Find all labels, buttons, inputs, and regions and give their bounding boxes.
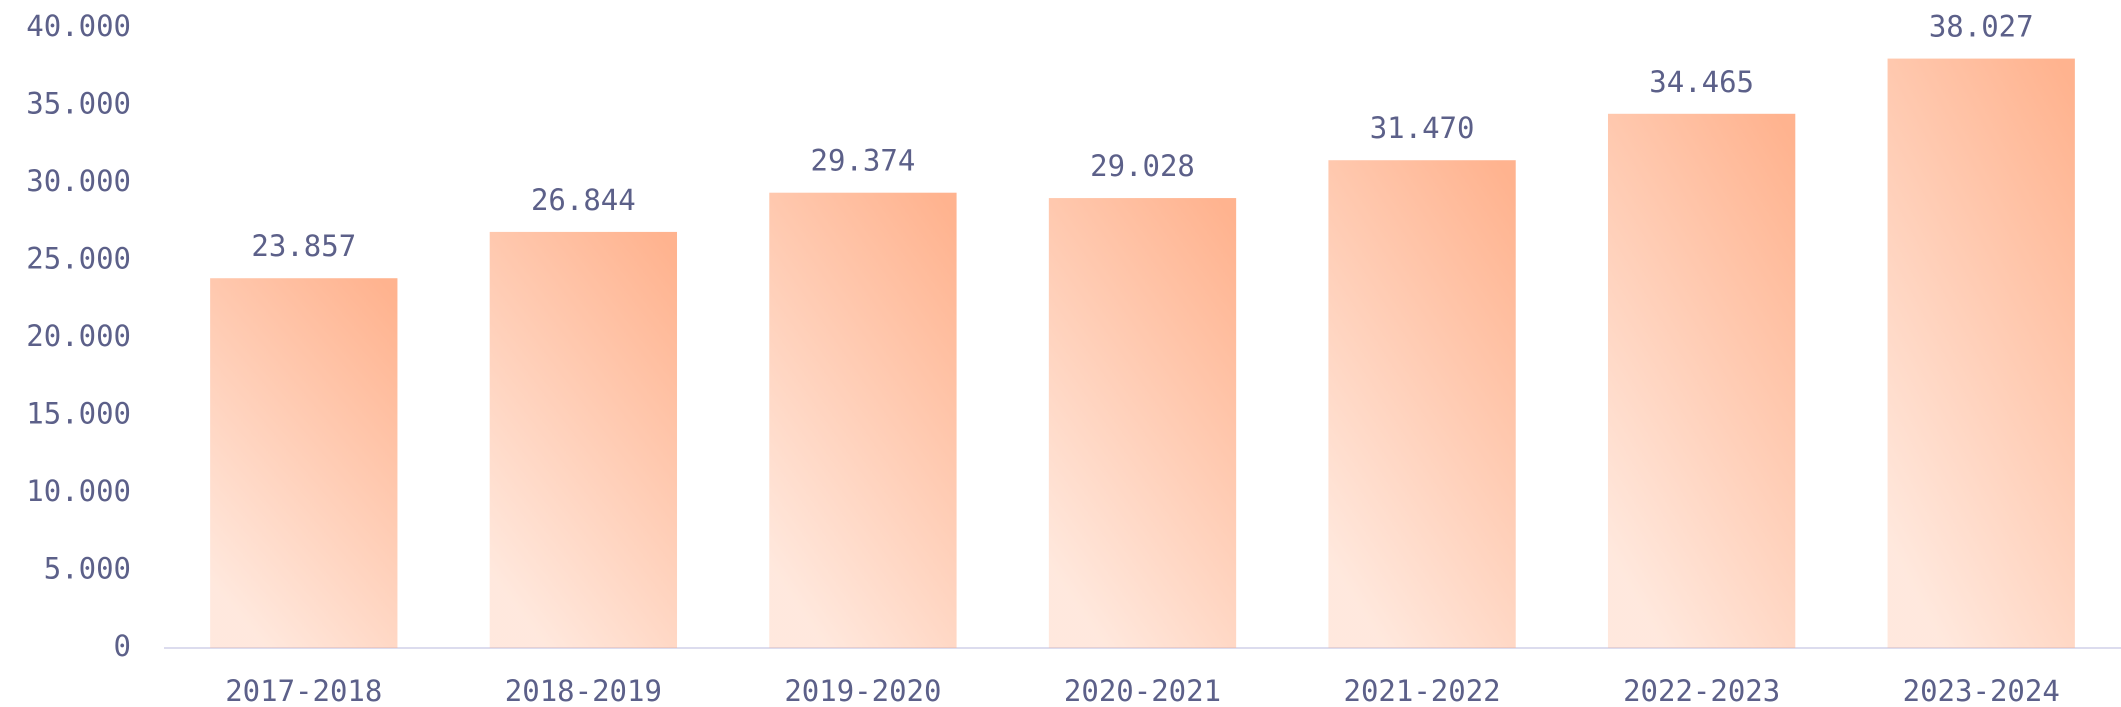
bar: [1607, 113, 1796, 649]
y-tick-label: 25.000: [26, 242, 131, 276]
y-tick-label: 30.000: [26, 164, 131, 198]
x-tick-label: 2022-2023: [1623, 674, 1780, 707]
x-tick-label: 2023-2024: [1903, 674, 2060, 707]
x-tick-label: 2017-2018: [225, 674, 382, 707]
bar: [1328, 160, 1516, 648]
x-tick-label: 2019-2020: [784, 674, 941, 707]
value-label: 26.844: [531, 183, 636, 217]
x-tick-label: 2018-2019: [505, 674, 662, 707]
y-tick-label: 10.000: [26, 474, 131, 508]
value-label: 31.470: [1370, 111, 1475, 145]
y-tick-label: 35.000: [26, 87, 131, 121]
x-tick-label: 2020-2021: [1064, 674, 1221, 707]
bar: [1048, 198, 1237, 649]
value-label: 38.027: [1929, 10, 2034, 44]
y-tick-label: 15.000: [26, 397, 131, 431]
bar: [1887, 58, 2075, 649]
y-tick-label: 20.000: [26, 319, 131, 353]
bar: [210, 278, 398, 648]
y-tick-label: 40.000: [26, 9, 131, 43]
y-tick-label: 5.000: [44, 552, 131, 586]
value-label: 23.857: [251, 229, 356, 263]
value-label: 29.374: [811, 144, 916, 178]
value-label: 29.028: [1090, 149, 1195, 183]
value-label: 34.465: [1649, 65, 1754, 99]
y-tick-label: 0: [114, 629, 131, 663]
bar: [489, 231, 678, 648]
x-tick-label: 2021-2022: [1344, 674, 1501, 707]
bar: [769, 192, 957, 648]
